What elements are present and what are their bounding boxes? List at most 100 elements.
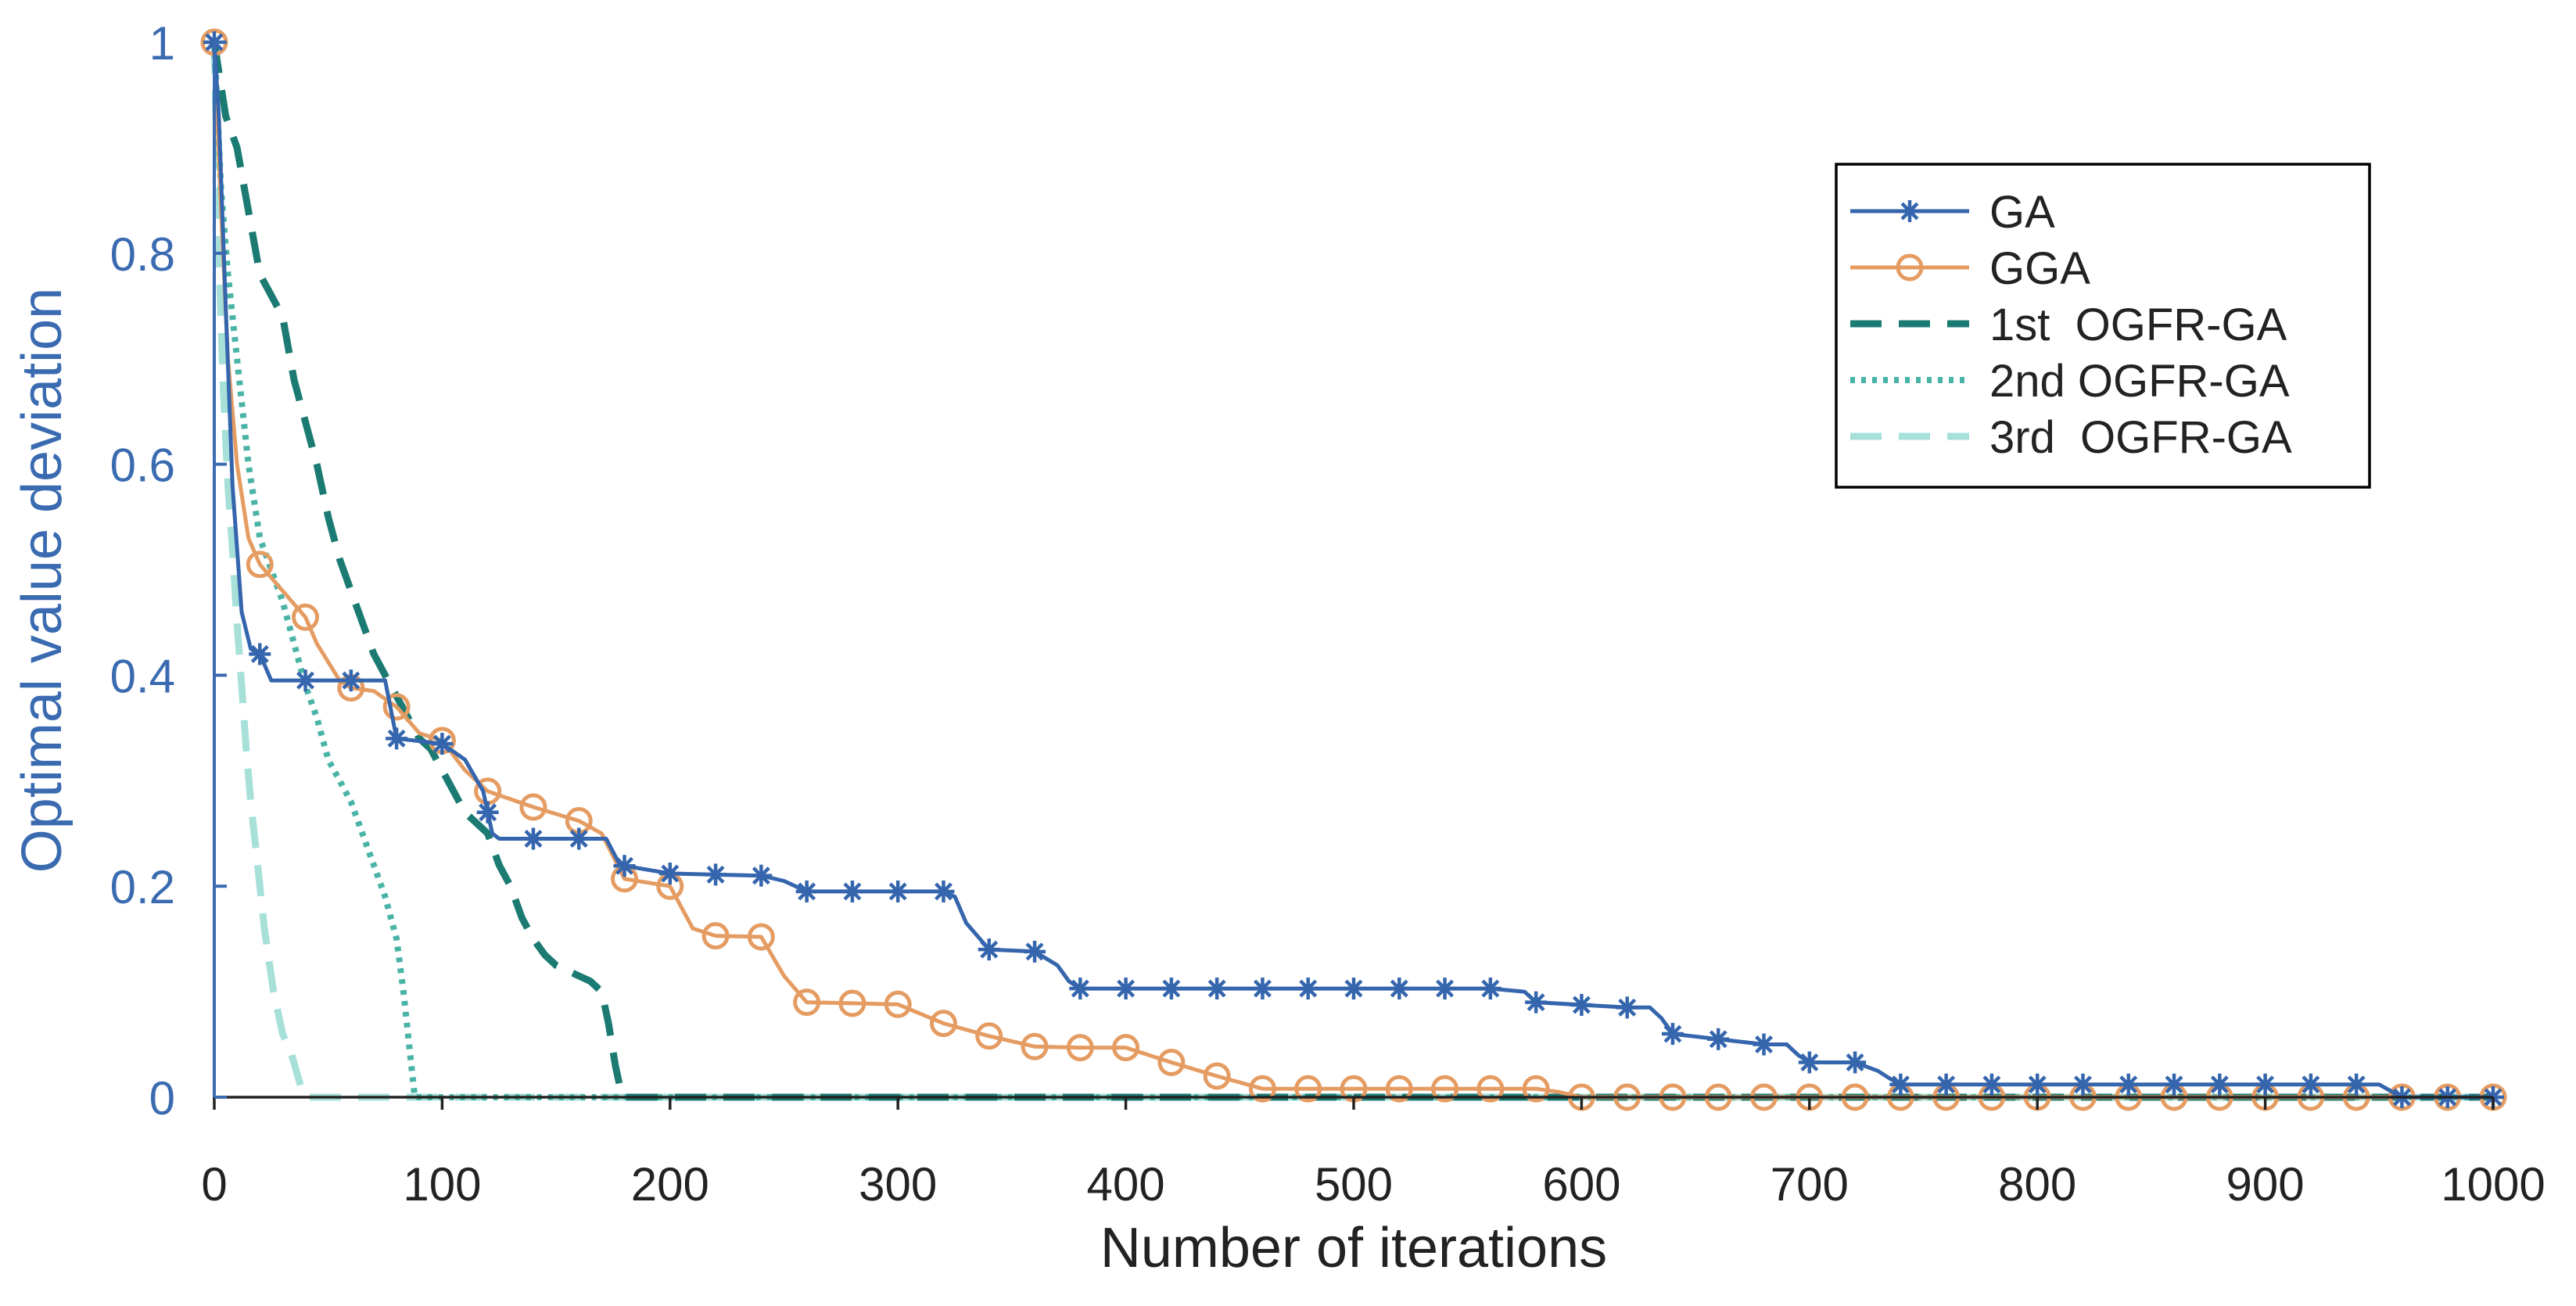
- ga-marker: [1114, 978, 1137, 1000]
- ga-marker-stroke: [1800, 1053, 1819, 1071]
- x-axis-title: Number of iterations: [1100, 1217, 1607, 1279]
- y-tick-label: 0.4: [110, 650, 175, 702]
- gga-marker: [884, 990, 912, 1018]
- ga-marker-stroke: [1709, 1030, 1727, 1049]
- ga-marker-stroke: [1846, 1053, 1864, 1071]
- ga-marker: [339, 669, 362, 692]
- ga-marker: [978, 938, 1000, 961]
- x-tick-label: 400: [1087, 1158, 1165, 1211]
- ga-marker: [1525, 991, 1548, 1014]
- legend-label: GA: [1989, 187, 2055, 238]
- x-tick-label: 900: [2226, 1158, 2305, 1211]
- y-tick-label: 0.6: [110, 440, 175, 492]
- ga-marker: [431, 733, 454, 755]
- ga-marker-stroke: [479, 803, 497, 822]
- ga-marker: [249, 643, 271, 666]
- ga-marker: [2163, 1073, 2186, 1096]
- gga-marker: [929, 1010, 957, 1038]
- ga-marker: [613, 855, 636, 877]
- ga-marker-stroke: [2302, 1075, 2320, 1094]
- ga-marker: [1388, 978, 1411, 1000]
- ga-marker: [1753, 1033, 1775, 1056]
- x-tick-label: 0: [201, 1158, 227, 1211]
- ga-marker-stroke: [1982, 1075, 2001, 1094]
- ga-marker-stroke: [1891, 1075, 1910, 1094]
- axes-layer: 0 100 200 300 400 500 600 700 800 900 1000 0 0.2 0.4 0…: [110, 17, 2546, 1211]
- ga-marker-stroke: [1299, 979, 1318, 998]
- ga-marker: [2072, 1073, 2094, 1096]
- ga-marker-stroke: [2119, 1075, 2138, 1094]
- y-tick-label: 0.8: [110, 228, 175, 281]
- gga-marker: [292, 603, 320, 631]
- ga-marker-stroke: [1390, 979, 1408, 998]
- ga-marker: [1297, 978, 1319, 1000]
- ga-marker: [2254, 1073, 2276, 1096]
- ga-marker-stroke: [1618, 998, 1637, 1017]
- ga-marker: [1206, 978, 1229, 1000]
- ga-marker: [1707, 1028, 1730, 1050]
- ga-marker-stroke: [1162, 979, 1181, 998]
- ga-marker: [1935, 1073, 1957, 1096]
- gga-marker: [1021, 1032, 1049, 1060]
- ga-marker-stroke: [1527, 993, 1545, 1012]
- ga-marker: [932, 880, 955, 902]
- gga-marker: [1476, 1075, 1505, 1103]
- ga-marker: [1479, 978, 1501, 1000]
- x-tick-label: 800: [1998, 1158, 2076, 1211]
- ga-marker-stroke: [798, 882, 816, 901]
- ga-marker-stroke: [980, 940, 999, 959]
- gga-marker: [1294, 1075, 1322, 1103]
- ga-marker: [1661, 1023, 1684, 1046]
- ga-marker: [1899, 200, 1921, 222]
- ga-marker: [522, 827, 544, 850]
- ga-marker: [841, 880, 863, 902]
- y-tick-label: 0.2: [110, 861, 175, 913]
- gga-marker: [1203, 1062, 1231, 1090]
- x-tick-label: 600: [1542, 1158, 1620, 1211]
- ga-marker-stroke: [888, 882, 907, 901]
- ga-marker: [2208, 1073, 2231, 1096]
- ga-marker-stroke: [1207, 979, 1226, 998]
- ga-marker-stroke: [2165, 1075, 2183, 1094]
- legend-label: 1st OGFR-GA: [1989, 300, 2287, 350]
- x-tick-label: 100: [403, 1158, 481, 1211]
- ga-marker-stroke: [706, 865, 725, 884]
- legend-label: 3rd OGFR-GA: [1989, 412, 2292, 463]
- series-layer: [200, 28, 2507, 1111]
- ga-marker-stroke: [387, 729, 406, 748]
- ga-marker: [1069, 978, 1092, 1000]
- ga-marker-stroke: [342, 671, 361, 690]
- x-tick-label: 1000: [2441, 1158, 2545, 1211]
- ga-marker: [705, 863, 727, 886]
- ga-marker: [1844, 1051, 1867, 1074]
- ga-marker: [2026, 1073, 2049, 1096]
- ga-marker-stroke: [1071, 979, 1089, 998]
- gga-marker: [1896, 253, 1924, 282]
- gga-marker: [382, 693, 411, 721]
- ga-marker-stroke: [1436, 979, 1455, 998]
- ga-marker-stroke: [250, 644, 269, 663]
- gga-marker: [793, 988, 821, 1017]
- ga-marker: [476, 801, 499, 823]
- ga-marker: [795, 880, 818, 902]
- ga-marker: [658, 863, 681, 885]
- series-line-first: [210, 41, 2493, 1101]
- ga-marker-stroke: [843, 882, 862, 901]
- ga-marker: [2299, 1073, 2322, 1096]
- y-tick-label: 0: [149, 1072, 175, 1125]
- gga-marker: [1066, 1034, 1094, 1062]
- ga-marker-stroke: [1900, 202, 1919, 221]
- gga-marker: [1522, 1075, 1550, 1103]
- ga-marker-stroke: [1253, 979, 1272, 998]
- gga-marker: [1112, 1034, 1140, 1062]
- ga-marker-stroke: [1572, 996, 1591, 1014]
- ga-marker: [887, 880, 909, 902]
- ga-marker-stroke: [615, 856, 634, 875]
- ga-marker-stroke: [1937, 1075, 1956, 1094]
- legend-label: 2nd OGFR-GA: [1989, 356, 2290, 407]
- ga-marker-stroke: [2073, 1075, 2092, 1094]
- ga-marker: [568, 827, 590, 850]
